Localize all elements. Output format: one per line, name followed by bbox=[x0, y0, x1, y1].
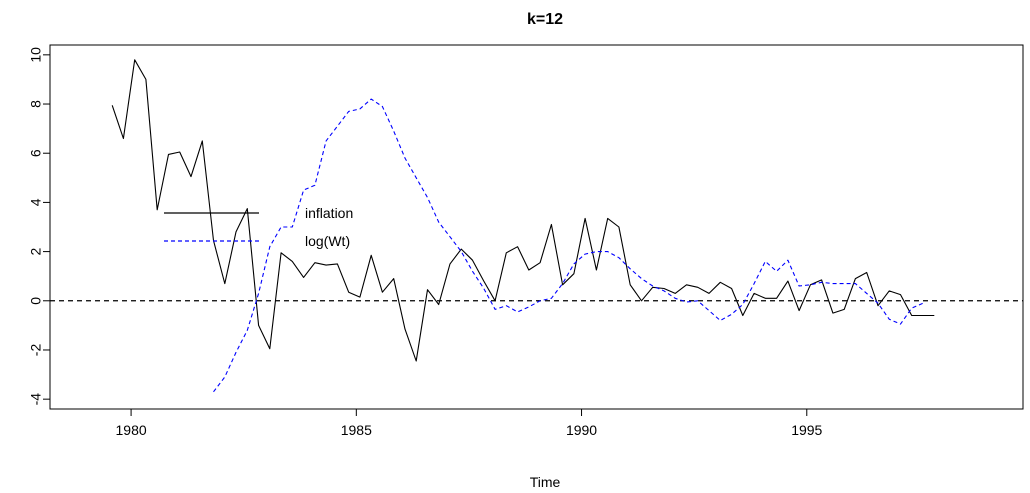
series-line-inflation bbox=[111, 59, 935, 362]
y-tick-label: 10 bbox=[28, 47, 44, 63]
y-tick-label: 2 bbox=[28, 247, 44, 255]
y-tick-label: -2 bbox=[28, 344, 44, 357]
x-tick-label: 1990 bbox=[566, 422, 597, 438]
y-tick-label: -4 bbox=[28, 393, 44, 406]
x-tick-label: 1980 bbox=[116, 422, 147, 438]
x-tick-label: 1985 bbox=[341, 422, 372, 438]
x-tick-label: 1995 bbox=[791, 422, 822, 438]
series-line-log-wt bbox=[213, 98, 924, 393]
legend-label: inflation bbox=[305, 205, 353, 221]
y-tick-label: 6 bbox=[28, 149, 44, 157]
y-tick-label: 8 bbox=[28, 100, 44, 108]
y-tick-label: 0 bbox=[28, 297, 44, 305]
y-tick-label: 4 bbox=[28, 198, 44, 206]
chart-title: k=12 bbox=[527, 11, 563, 28]
legend-label: log(Wt) bbox=[305, 233, 350, 249]
x-axis-title: Time bbox=[530, 474, 561, 490]
plot-frame bbox=[49, 44, 1024, 410]
